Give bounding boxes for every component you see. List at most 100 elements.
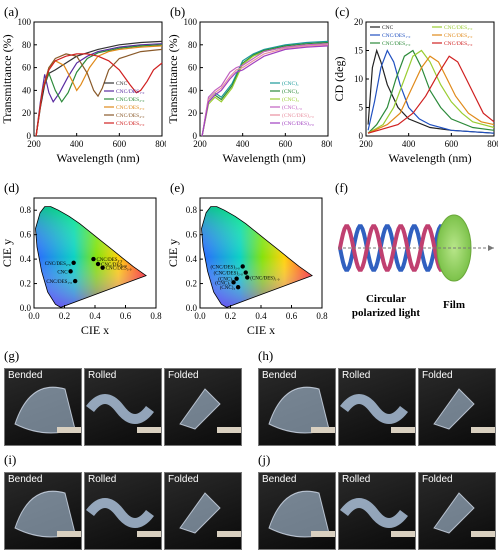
x-tick-label: 0.2 bbox=[225, 311, 236, 321]
y-tick-label: 20 bbox=[188, 108, 198, 118]
legend-entry: (CNC/DES)₃.₀ bbox=[282, 120, 314, 127]
y-tick-label: 0.0 bbox=[20, 303, 32, 313]
point-label: (CNC/DES)₂.₀ bbox=[214, 272, 243, 277]
plot-frame bbox=[199, 21, 329, 137]
x-tick-label: 400 bbox=[402, 139, 416, 149]
x-tick-label: 600 bbox=[279, 139, 293, 149]
photo-label-bended: Bended bbox=[8, 370, 43, 381]
legend-entry: CNC/DES₃.₀ bbox=[116, 105, 145, 111]
y-axis-label: CD (deg) bbox=[332, 57, 346, 102]
photo-j-rolled: Rolled bbox=[338, 472, 416, 550]
y-tick-label: 0.4 bbox=[186, 254, 198, 264]
y-axis-label: Transmittance (%) bbox=[0, 34, 14, 123]
legend-entry: (CNC)₃ bbox=[282, 96, 299, 103]
series-line bbox=[35, 40, 163, 137]
x-tick-label: 0.4 bbox=[89, 311, 101, 321]
photo-label-rolled: Rolled bbox=[88, 370, 117, 381]
holder-stick bbox=[311, 427, 335, 433]
cie-point bbox=[100, 265, 105, 270]
point-label: CNC/DES₅.₀ bbox=[101, 263, 127, 268]
x-tick-label: 800 bbox=[487, 139, 498, 149]
photo-h-folded: Folded bbox=[418, 368, 496, 446]
y-axis-label: Transmittance (%) bbox=[166, 34, 180, 123]
x-tick-label: 0.8 bbox=[150, 311, 162, 321]
series-line bbox=[201, 43, 329, 137]
photo-label-rolled: Rolled bbox=[88, 474, 117, 485]
x-axis-label: CIE x bbox=[81, 323, 109, 337]
x-tick-label: 200 bbox=[359, 139, 373, 149]
y-axis-label: CIE y bbox=[0, 239, 14, 267]
series-line bbox=[367, 55, 495, 134]
film-sample-image bbox=[340, 498, 415, 537]
legend-entry: CNC/DES₁.₀ bbox=[382, 33, 411, 39]
photo-i-rolled: Rolled bbox=[84, 472, 162, 550]
cie-chart-e: 0.0 0.2 0.4 0.6 0.8 0.0 0.2 0.4 0.6 0.8 CIE x CIE y… bbox=[166, 197, 328, 337]
photo-g-rolled: Rolled bbox=[84, 368, 162, 446]
holder-stick bbox=[217, 427, 241, 433]
legend-entry: CNC bbox=[382, 25, 394, 31]
legend-entry: CNC/DES₂.₀ bbox=[116, 97, 145, 103]
film-sample-image bbox=[340, 394, 415, 433]
x-tick-label: 200 bbox=[27, 139, 41, 149]
photo-label-bended: Bended bbox=[262, 370, 297, 381]
cie-gamut-outline bbox=[35, 206, 147, 308]
x-axis-label: Wavelength (nm) bbox=[388, 151, 471, 165]
legend-entry: CNC/DES₃.₀ bbox=[444, 25, 473, 31]
holder-stick bbox=[471, 531, 495, 537]
cie-point bbox=[95, 261, 101, 267]
series-line bbox=[367, 49, 495, 134]
point-label: (CNC/DES)₃.₀ bbox=[211, 265, 240, 270]
film-sample-image bbox=[14, 490, 81, 538]
photo-label-folded: Folded bbox=[422, 370, 453, 381]
photo-i-bended: Bended bbox=[4, 472, 82, 550]
panel-label-g: (g) bbox=[4, 348, 20, 363]
x-tick-label: 800 bbox=[155, 139, 166, 149]
cie-point bbox=[91, 256, 96, 262]
plot-frame bbox=[33, 21, 163, 137]
photo-j-folded: Folded bbox=[418, 472, 496, 550]
y-tick-label: 0.2 bbox=[20, 279, 31, 289]
photo-label-bended: Bended bbox=[8, 474, 43, 485]
legend-entry: CNC/DES₂.₀ bbox=[382, 41, 411, 47]
x-axis-label: Wavelength (nm) bbox=[56, 151, 139, 165]
y-tick-label: 60 bbox=[188, 63, 198, 73]
holder-stick bbox=[471, 427, 495, 433]
y-tick-label: 20 bbox=[22, 108, 32, 118]
film-label: Film bbox=[443, 299, 465, 311]
film-sample-image bbox=[179, 492, 241, 537]
legend-entry: (CNC)₁ bbox=[282, 80, 299, 87]
photo-h-rolled: Rolled bbox=[338, 368, 416, 446]
film-sample-image bbox=[268, 490, 335, 538]
series-line bbox=[367, 49, 495, 134]
y-tick-label: 80 bbox=[22, 40, 32, 50]
panel-label-d: (d) bbox=[4, 180, 20, 195]
series-line bbox=[35, 43, 163, 137]
series-line bbox=[367, 49, 495, 134]
point-label: (CNC)₂ bbox=[215, 281, 231, 286]
y-tick-label: 5 bbox=[359, 103, 364, 113]
photo-label-rolled: Rolled bbox=[342, 370, 371, 381]
y-tick-label: 0.0 bbox=[186, 303, 198, 313]
cie-point bbox=[231, 280, 236, 285]
point-label: CNC/DES₄.₀ bbox=[96, 258, 122, 263]
panel-label-e: (e) bbox=[170, 180, 185, 195]
y-tick-label: 0.6 bbox=[20, 230, 32, 240]
legend-entry: (CNC)₂ bbox=[282, 88, 299, 95]
point-label: CNC bbox=[57, 270, 68, 275]
photo-label-folded: Folded bbox=[422, 474, 453, 485]
holder-stick bbox=[217, 531, 241, 537]
y-tick-label: 0 bbox=[193, 131, 198, 141]
film-sample-image bbox=[433, 492, 495, 537]
series-line bbox=[367, 55, 495, 134]
film-sample-image bbox=[86, 394, 161, 433]
legend-entry: CNC/DES₅.₀ bbox=[116, 121, 145, 127]
panel-label-h: (h) bbox=[258, 348, 274, 363]
y-tick-label: 0 bbox=[27, 131, 32, 141]
x-tick-label: 400 bbox=[236, 139, 250, 149]
cie-point bbox=[245, 275, 250, 280]
point-label: CNC/DES₁.₀ bbox=[46, 280, 72, 285]
holder-stick bbox=[57, 531, 81, 537]
legend-entry: CNC bbox=[116, 81, 128, 87]
x-tick-label: 0.0 bbox=[194, 311, 206, 321]
holder-stick bbox=[137, 531, 161, 537]
